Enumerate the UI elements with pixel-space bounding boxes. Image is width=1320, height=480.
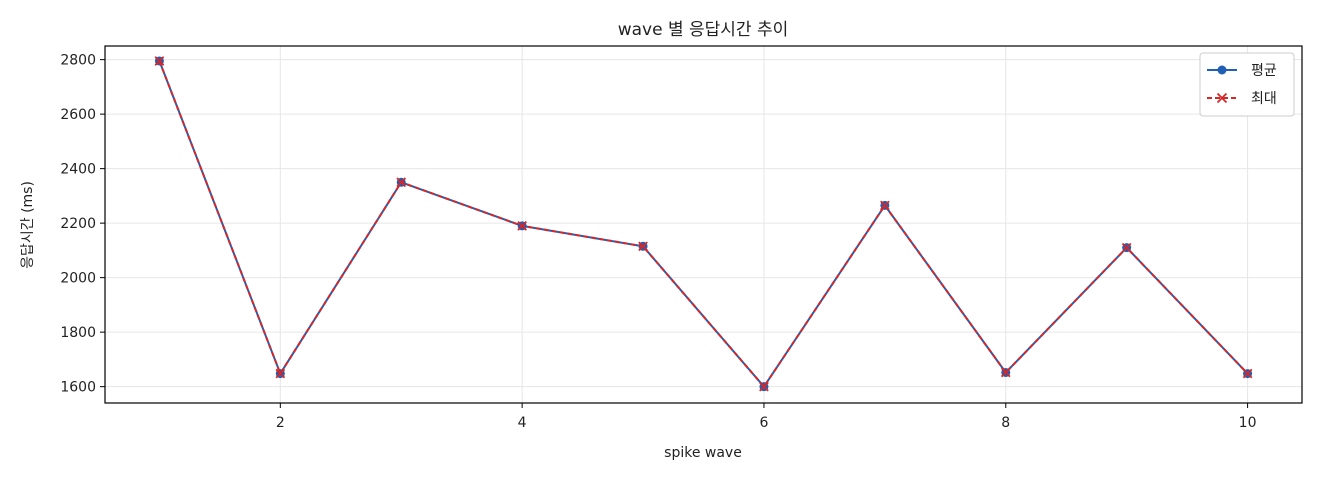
x-tick-label: 10 <box>1239 415 1257 431</box>
legend-box <box>1199 52 1295 117</box>
y-tick-label: 1800 <box>60 325 96 341</box>
data-point <box>759 381 769 392</box>
x-tick-label: 6 <box>759 415 768 431</box>
data-point <box>638 241 648 252</box>
data-point <box>154 56 165 66</box>
data-point <box>1121 242 1132 253</box>
data-point <box>275 368 286 379</box>
data-point <box>1000 367 1011 378</box>
legend-label-avg: 평균 <box>1251 63 1277 79</box>
series-line <box>158 60 1249 388</box>
y-tick-label: 2000 <box>60 271 96 287</box>
x-tick-label: 8 <box>1001 415 1010 431</box>
data-point <box>396 177 407 188</box>
plot-frame <box>104 45 1303 404</box>
y-axis-label: 응답시간 (ms) <box>20 181 36 269</box>
y-tick-label: 2400 <box>60 162 96 178</box>
series-layer <box>154 56 1253 392</box>
x-tick-label: 4 <box>518 415 527 431</box>
axis-ticks: 2 4 6 8 10 1600 1800 2000 2200 2400 2600 2800 <box>60 53 1256 431</box>
y-tick-label: 2600 <box>60 107 96 123</box>
series-max <box>154 56 1253 392</box>
x-axis-label: spike wave <box>664 445 742 461</box>
data-point <box>880 200 890 211</box>
data-point <box>1242 368 1253 379</box>
data-point <box>517 221 527 231</box>
chart-title: wave 별 응답시간 추이 <box>618 20 789 40</box>
y-tick-label: 1600 <box>60 380 96 396</box>
legend: 평균 최대 <box>1199 52 1295 117</box>
legend-label-max: 최대 <box>1251 91 1277 107</box>
legend-marker-avg <box>1217 65 1227 75</box>
grid <box>105 46 1302 403</box>
y-tick-label: 2800 <box>60 53 96 69</box>
x-tick-label: 2 <box>276 415 285 431</box>
legend-marker-max <box>1216 92 1228 104</box>
y-tick-label: 2200 <box>60 216 96 232</box>
